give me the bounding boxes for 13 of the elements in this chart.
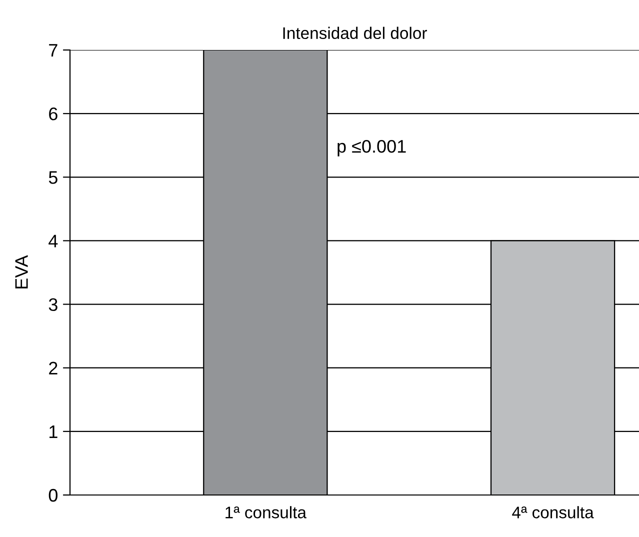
y-tick-label: 2	[49, 362, 58, 374]
annotation: p ≤0.001	[338, 140, 406, 156]
y-tick-label: 3	[48, 298, 58, 312]
y-tick-label: 7	[49, 44, 58, 57]
y-tick-label: 0	[48, 488, 58, 502]
y-tick-label: 5	[48, 171, 58, 184]
y-axis-title: EVA	[15, 255, 28, 288]
y-tick-label: 6	[49, 108, 58, 120]
chart-title: Intensidad del dolor	[283, 26, 427, 40]
y-tick-label: 4	[48, 234, 58, 248]
x-tick-label: 4ª consulta	[512, 506, 594, 518]
y-tick-label: 1	[50, 426, 58, 438]
x-tick-label: 1ª consulta	[226, 506, 306, 518]
